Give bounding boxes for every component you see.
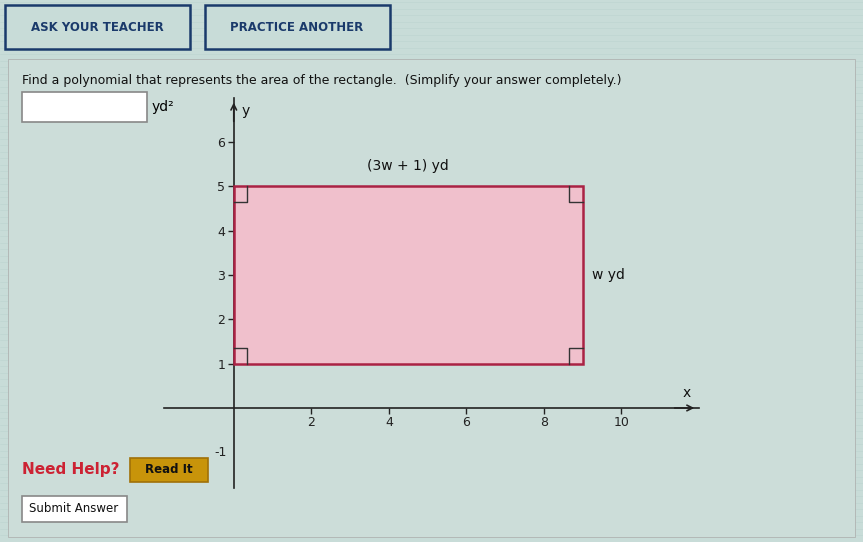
Bar [205, 5, 390, 49]
Text: yd²: yd² [152, 100, 174, 114]
Text: -1: -1 [214, 446, 227, 459]
Text: x: x [683, 386, 691, 400]
Text: (3w + 1) yd: (3w + 1) yd [368, 159, 449, 173]
Text: Find a polynomial that represents the area of the rectangle.  (Simplify your ans: Find a polynomial that represents the ar… [22, 74, 621, 87]
Text: PRACTICE ANOTHER: PRACTICE ANOTHER [230, 21, 363, 34]
Bar [234, 186, 583, 364]
Text: Read It: Read It [145, 463, 192, 476]
Text: w yd: w yd [592, 268, 626, 282]
Bar [22, 92, 147, 122]
Text: Submit Answer: Submit Answer [29, 502, 118, 515]
Bar [5, 5, 190, 49]
Bar [22, 496, 127, 522]
Text: Need Help?: Need Help? [22, 462, 119, 477]
Text: y: y [242, 104, 249, 118]
Bar [130, 457, 208, 482]
Text: ASK YOUR TEACHER: ASK YOUR TEACHER [30, 21, 163, 34]
